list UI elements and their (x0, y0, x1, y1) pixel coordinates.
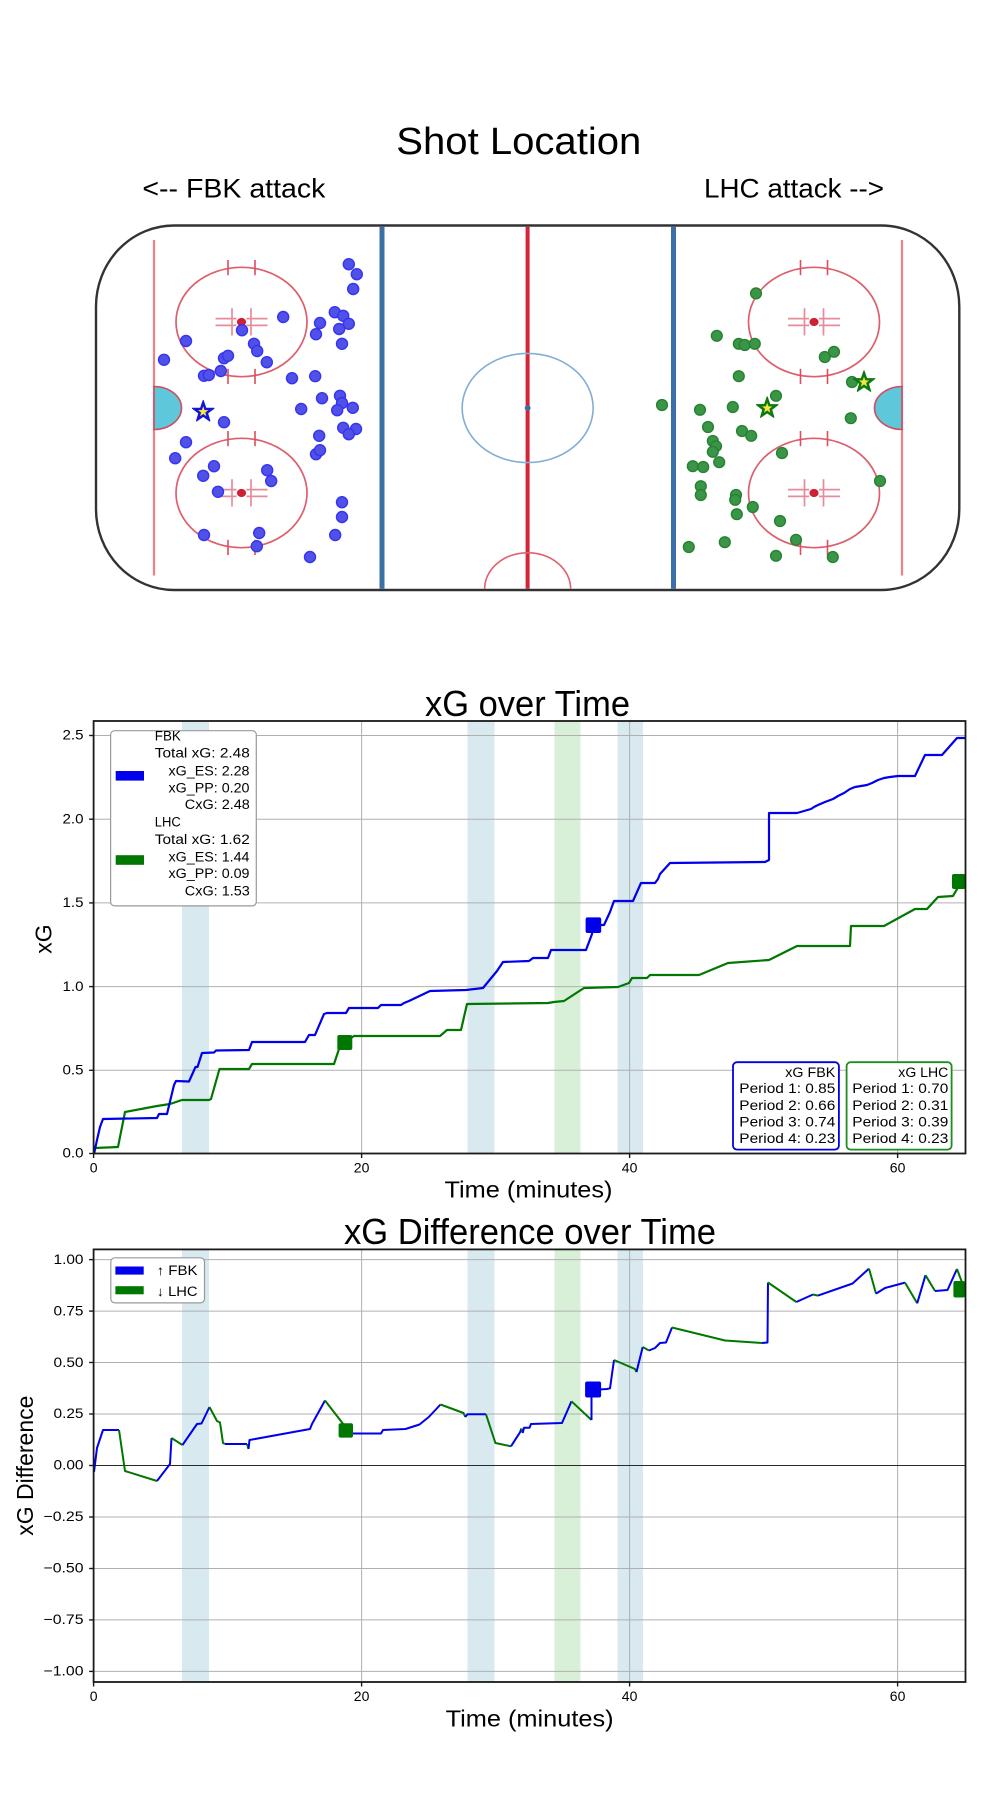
svg-text:CxG: 1.53: CxG: 1.53 (185, 884, 250, 899)
svg-text:60: 60 (890, 1688, 906, 1704)
svg-text:xG LHC: xG LHC (898, 1065, 948, 1080)
svg-text:Total xG: 1.62: Total xG: 1.62 (155, 832, 250, 847)
svg-text:xG_PP: 0.09: xG_PP: 0.09 (169, 866, 250, 881)
svg-text:0: 0 (90, 1688, 98, 1704)
svg-text:xG FBK: xG FBK (785, 1065, 835, 1080)
svg-text:20: 20 (354, 1160, 370, 1176)
svg-text:Period 1: 0.70: Period 1: 0.70 (852, 1081, 948, 1096)
svg-text:↑ FBK: ↑ FBK (157, 1263, 198, 1278)
svg-text:Period 3: 0.74: Period 3: 0.74 (739, 1114, 836, 1129)
svg-text:0.5: 0.5 (63, 1062, 84, 1078)
svg-text:LHC: LHC (155, 814, 181, 829)
svg-text:Time (minutes): Time (minutes) (446, 1705, 614, 1731)
svg-text:<-- FBK attack: <-- FBK attack (142, 174, 326, 204)
svg-text:Period 4: 0.23: Period 4: 0.23 (852, 1131, 948, 1146)
svg-text:xG over Time: xG over Time (425, 683, 630, 724)
svg-text:CxG: 2.48: CxG: 2.48 (185, 797, 250, 812)
svg-text:Period 2: 0.66: Period 2: 0.66 (739, 1098, 835, 1113)
svg-text:xG: xG (31, 924, 57, 953)
svg-text:40: 40 (622, 1160, 638, 1176)
svg-text:xG Difference: xG Difference (12, 1396, 38, 1536)
svg-text:2.5: 2.5 (63, 727, 84, 743)
svg-text:Total xG: 2.48: Total xG: 2.48 (155, 746, 250, 761)
svg-text:↓ LHC: ↓ LHC (157, 1284, 198, 1299)
svg-text:0: 0 (90, 1160, 98, 1176)
svg-text:Period 2: 0.31: Period 2: 0.31 (852, 1098, 948, 1113)
svg-text:−1.00: −1.00 (44, 1663, 84, 1679)
svg-text:Period 3: 0.39: Period 3: 0.39 (852, 1114, 948, 1129)
svg-text:40: 40 (622, 1688, 638, 1704)
svg-text:1.00: 1.00 (54, 1251, 84, 1267)
svg-text:0.0: 0.0 (63, 1145, 84, 1161)
svg-text:−0.25: −0.25 (44, 1508, 84, 1524)
svg-text:0.50: 0.50 (54, 1354, 84, 1370)
svg-text:Shot Location: Shot Location (396, 121, 641, 163)
svg-text:xG_ES: 1.44: xG_ES: 1.44 (169, 849, 251, 864)
svg-text:−0.50: −0.50 (44, 1560, 84, 1576)
svg-text:FBK: FBK (155, 728, 181, 743)
svg-text:0.25: 0.25 (54, 1405, 84, 1421)
svg-text:0.75: 0.75 (54, 1302, 84, 1318)
svg-text:xG_PP: 0.20: xG_PP: 0.20 (169, 780, 250, 795)
svg-text:Period 1: 0.85: Period 1: 0.85 (739, 1081, 835, 1096)
svg-text:60: 60 (890, 1160, 906, 1176)
svg-text:LHC attack -->: LHC attack --> (704, 174, 884, 204)
svg-text:Time (minutes): Time (minutes) (445, 1177, 613, 1203)
svg-text:1.5: 1.5 (63, 894, 84, 910)
svg-text:−0.75: −0.75 (44, 1611, 84, 1627)
svg-text:0.00: 0.00 (54, 1457, 84, 1473)
svg-text:1.0: 1.0 (63, 978, 84, 994)
svg-text:xG Difference over Time: xG Difference over Time (344, 1211, 716, 1252)
svg-text:Period 4: 0.23: Period 4: 0.23 (739, 1131, 835, 1146)
svg-text:20: 20 (354, 1688, 370, 1704)
svg-text:xG_ES: 2.28: xG_ES: 2.28 (169, 764, 250, 779)
svg-text:2.0: 2.0 (63, 810, 84, 826)
